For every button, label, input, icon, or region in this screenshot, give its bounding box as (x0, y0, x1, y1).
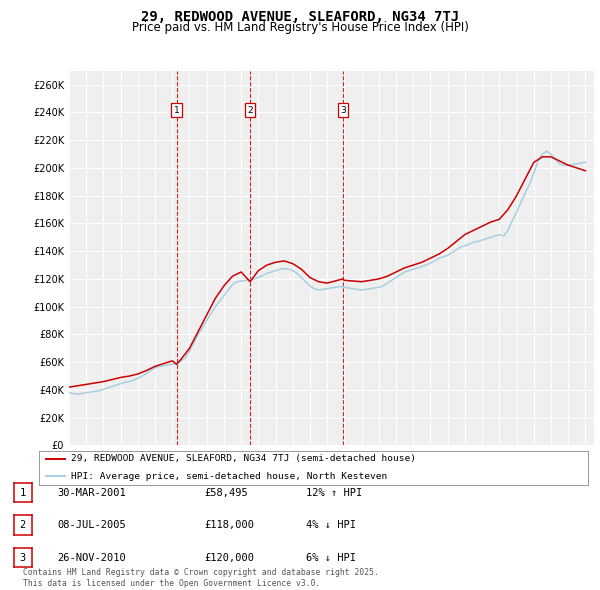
Text: 29, REDWOOD AVENUE, SLEAFORD, NG34 7TJ: 29, REDWOOD AVENUE, SLEAFORD, NG34 7TJ (141, 10, 459, 24)
Text: 2: 2 (20, 520, 26, 530)
Text: 6% ↓ HPI: 6% ↓ HPI (306, 553, 356, 562)
Text: 1: 1 (20, 488, 26, 497)
Text: 2: 2 (247, 106, 253, 114)
Text: 3: 3 (340, 106, 346, 114)
Text: 26-NOV-2010: 26-NOV-2010 (57, 553, 126, 562)
Text: 30-MAR-2001: 30-MAR-2001 (57, 488, 126, 497)
Text: 1: 1 (174, 106, 179, 114)
Text: Price paid vs. HM Land Registry's House Price Index (HPI): Price paid vs. HM Land Registry's House … (131, 21, 469, 34)
Text: £120,000: £120,000 (204, 553, 254, 562)
Text: 08-JUL-2005: 08-JUL-2005 (57, 520, 126, 530)
Text: £58,495: £58,495 (204, 488, 248, 497)
Text: Contains HM Land Registry data © Crown copyright and database right 2025.
This d: Contains HM Land Registry data © Crown c… (23, 568, 379, 588)
Text: 12% ↑ HPI: 12% ↑ HPI (306, 488, 362, 497)
Text: HPI: Average price, semi-detached house, North Kesteven: HPI: Average price, semi-detached house,… (71, 471, 387, 481)
Text: 4% ↓ HPI: 4% ↓ HPI (306, 520, 356, 530)
Text: £118,000: £118,000 (204, 520, 254, 530)
Text: 29, REDWOOD AVENUE, SLEAFORD, NG34 7TJ (semi-detached house): 29, REDWOOD AVENUE, SLEAFORD, NG34 7TJ (… (71, 454, 416, 464)
Text: 3: 3 (20, 553, 26, 562)
